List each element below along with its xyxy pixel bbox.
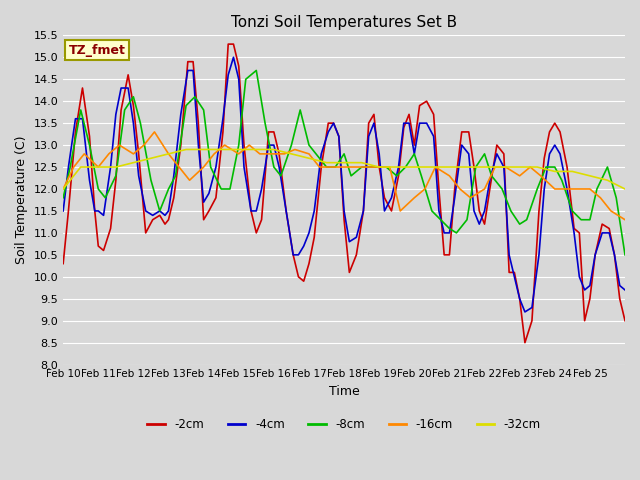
Title: Tonzi Soil Temperatures Set B: Tonzi Soil Temperatures Set B <box>231 15 457 30</box>
Legend: -2cm, -4cm, -8cm, -16cm, -32cm: -2cm, -4cm, -8cm, -16cm, -32cm <box>143 413 546 436</box>
Text: TZ_fmet: TZ_fmet <box>68 44 125 57</box>
Y-axis label: Soil Temperature (C): Soil Temperature (C) <box>15 136 28 264</box>
X-axis label: Time: Time <box>329 385 360 398</box>
